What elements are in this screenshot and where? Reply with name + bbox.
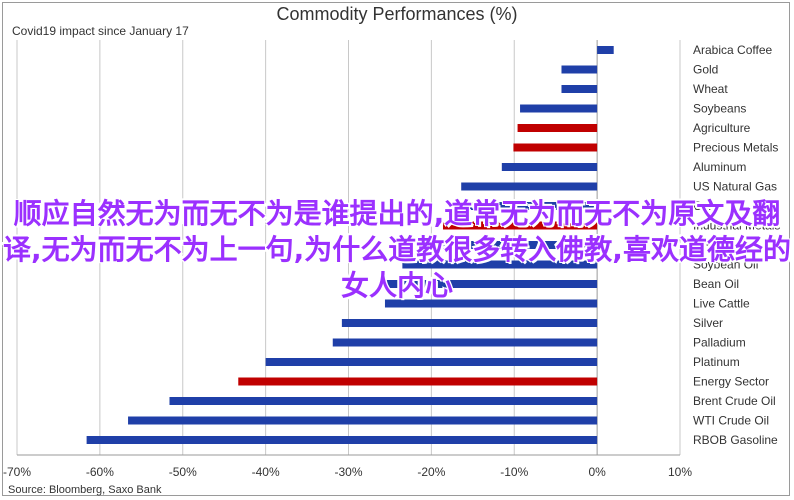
bar — [402, 260, 598, 269]
category-label: Industrial Metals — [693, 219, 780, 233]
category-label: Wheat — [693, 82, 728, 96]
bar — [265, 358, 598, 366]
bar — [128, 416, 598, 425]
category-labels: Arabica Coffee Gold Wheat Soybeans Agricultu… — [693, 43, 780, 447]
bar — [520, 104, 598, 113]
x-tick-label: -10% — [500, 465, 528, 479]
chart-subtitle: Covid19 impact since January 17 — [12, 24, 189, 38]
x-tick-label: -70% — [3, 465, 31, 479]
category-label: US Natural Gas — [693, 180, 777, 194]
x-tick-label: 10% — [668, 465, 692, 479]
bar — [597, 46, 614, 54]
bar — [238, 377, 598, 386]
chart-source: Source: Bloomberg, Saxo Bank — [8, 484, 162, 496]
bars — [86, 46, 614, 444]
category-label: RBOB Gasoline — [693, 433, 778, 447]
bar — [513, 143, 598, 152]
category-label: Energy Sector — [693, 375, 769, 389]
bar — [86, 436, 598, 444]
bar — [561, 65, 598, 74]
category-label: Live Cattle — [693, 297, 750, 311]
category-label: HG Copper — [693, 238, 754, 252]
overlay-caption: 顺应自然无为而无不为是谁提出的,道常无为而无不为原文及翻译,无为而无不为上一句,… — [3, 197, 791, 302]
bar — [332, 338, 598, 347]
category-label: Silver — [693, 316, 723, 330]
category-label: Precious Metals — [693, 141, 778, 155]
chart-title: Commodity Performances (%) — [276, 4, 518, 24]
category-label: Agriculture — [693, 121, 751, 135]
x-axis: -70% -60% -50% -40% -30% -20% -10% 0% 10% — [3, 454, 692, 479]
bar — [456, 202, 598, 210]
bar — [461, 182, 598, 191]
category-label: Aluminum — [693, 160, 746, 174]
category-label: Arabica Coffee — [693, 43, 772, 57]
category-label: Palladium — [693, 336, 746, 350]
x-tick-label: -60% — [86, 465, 114, 479]
bar — [501, 163, 598, 171]
bar — [561, 85, 598, 93]
bar — [435, 241, 598, 249]
category-label: Platinum — [693, 355, 740, 369]
x-tick-label: -20% — [417, 465, 445, 479]
bar — [384, 280, 598, 288]
bar — [169, 397, 598, 405]
category-label: Corn — [693, 199, 719, 213]
category-label: Soybean Oil — [693, 258, 758, 272]
x-tick-label: -30% — [334, 465, 362, 479]
bar — [341, 319, 598, 327]
x-tick-label: -40% — [252, 465, 280, 479]
bar — [517, 124, 598, 132]
x-tick-label: 0% — [588, 465, 606, 479]
category-label: Gold — [693, 63, 718, 77]
category-label: Soybeans — [693, 102, 746, 116]
x-tick-label: -50% — [169, 465, 197, 479]
category-label: Brent Crude Oil — [693, 394, 776, 408]
bar — [384, 299, 598, 308]
bar — [442, 221, 598, 230]
category-label: WTI Crude Oil — [693, 414, 769, 428]
category-label: Bean Oil — [693, 277, 739, 291]
